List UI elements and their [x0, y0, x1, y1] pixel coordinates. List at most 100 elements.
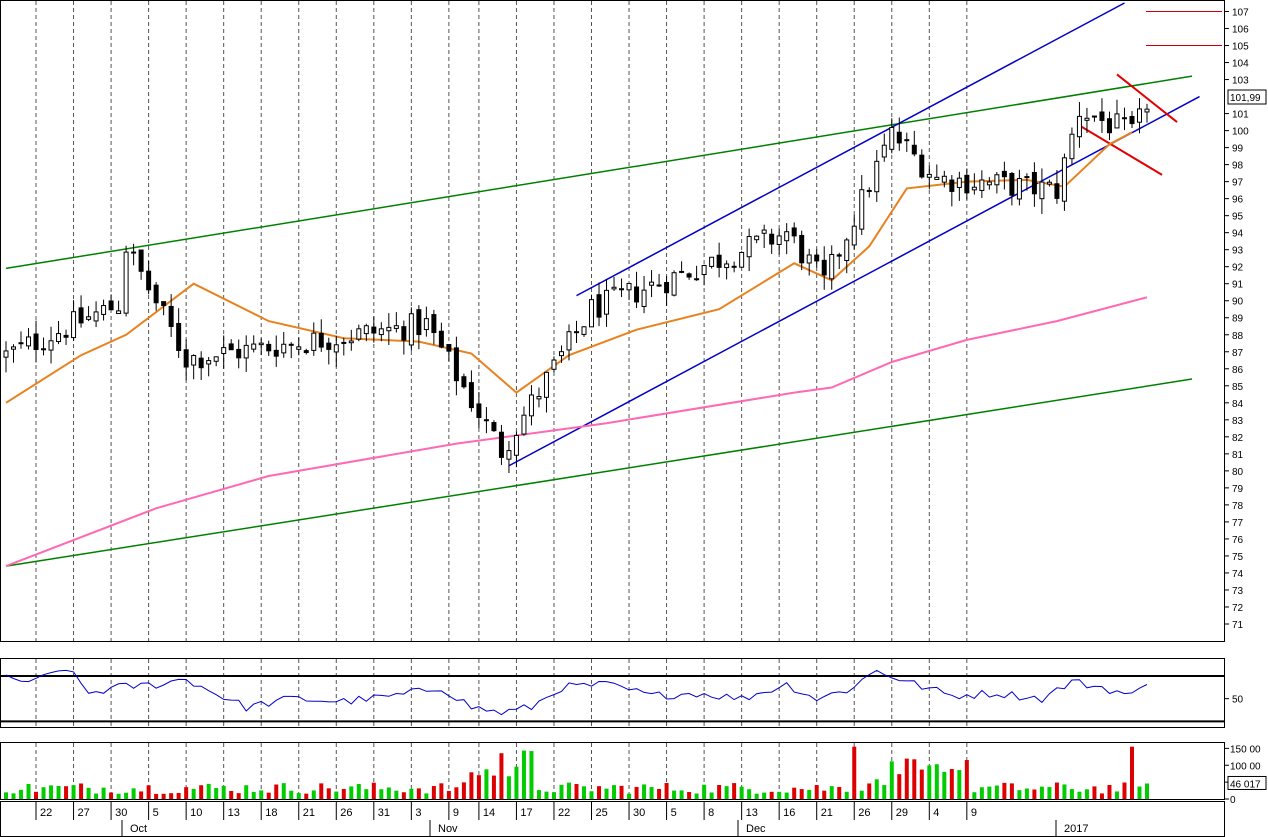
volume-bar: [672, 790, 677, 799]
volume-bar: [499, 753, 504, 799]
candle-body: [108, 300, 114, 311]
volume-bar: [1047, 787, 1052, 799]
volume-bar: [476, 775, 481, 799]
volume-bar: [642, 784, 647, 799]
volume-bar: [26, 783, 31, 799]
date-axis: [0, 801, 1225, 837]
candle-body: [844, 239, 850, 262]
volume-bar: [912, 759, 917, 799]
candle-body: [213, 356, 219, 362]
volume-bar: [349, 786, 354, 799]
volume-bar: [837, 786, 842, 799]
date-label: 30: [115, 807, 127, 819]
volume-bar: [769, 791, 774, 799]
candle-body: [63, 334, 69, 338]
candle-body: [251, 343, 257, 350]
candle-body: [664, 282, 670, 294]
candle-body: [791, 227, 797, 237]
volume-bar: [439, 783, 444, 799]
candle-body: [543, 371, 549, 398]
volume-bar: [1062, 784, 1067, 799]
price-tick-label: 81: [1232, 450, 1244, 461]
date-label: 29: [896, 807, 908, 819]
volume-bar: [1137, 786, 1142, 799]
candle-body: [41, 348, 47, 351]
volume-bar: [927, 765, 932, 799]
candle-body: [408, 313, 414, 346]
volume-bar: [529, 751, 534, 799]
volume-bar: [1084, 789, 1089, 799]
candle-body: [641, 289, 647, 307]
candle-body: [739, 251, 745, 268]
candle-body: [979, 179, 985, 191]
volume-bar: [867, 783, 872, 799]
last-price-label: 101,99: [1230, 93, 1261, 104]
volume-bar: [1092, 786, 1097, 799]
price-tick-label: 71: [1232, 620, 1244, 631]
date-label: 18: [265, 807, 277, 819]
last-price-badge: 101,99: [1227, 89, 1267, 105]
candle-body: [258, 342, 264, 346]
candle-body: [566, 331, 572, 351]
price-tick-label: 95: [1232, 212, 1244, 223]
candle-body: [318, 332, 324, 348]
candle-body: [1091, 115, 1097, 118]
date-label: 25: [596, 807, 608, 819]
candle-body: [649, 281, 655, 286]
volume-bar: [34, 791, 39, 799]
candle-body: [416, 309, 422, 336]
month-label: 2017: [1064, 823, 1088, 835]
candle-body: [761, 229, 767, 234]
volume-bar: [1054, 782, 1059, 799]
volume-bar: [814, 785, 819, 799]
candle-body: [71, 311, 77, 339]
candle-body: [333, 344, 339, 353]
candle-body: [483, 419, 489, 422]
volume-bar: [289, 790, 294, 799]
date-label: 31: [378, 807, 390, 819]
candle-body: [18, 342, 24, 345]
volume-bar: [972, 792, 977, 799]
volume-bar: [859, 790, 864, 799]
candle-body: [1106, 118, 1112, 134]
candle-body: [619, 288, 625, 291]
candle-body: [551, 359, 557, 370]
candle-body: [874, 160, 880, 193]
volume-bar: [304, 793, 309, 799]
candle-body: [686, 273, 692, 278]
price-tick-label: 106: [1232, 25, 1249, 36]
date-label: 9: [453, 807, 459, 819]
volume-bar: [687, 791, 692, 799]
candle-body: [431, 314, 437, 334]
candle-body: [1001, 170, 1007, 178]
volume-bar: [582, 786, 587, 799]
volume-bar: [244, 785, 249, 799]
volume-bar: [1099, 793, 1104, 799]
volume-bar: [446, 790, 451, 799]
candle-body: [311, 332, 317, 351]
candle-body: [934, 176, 940, 180]
volume-bar: [94, 793, 99, 799]
date-label: 13: [228, 807, 240, 819]
date-labels: 22 27 30 5 10 13 18 21 26 31 3 9 14 17 22 25 30 5 8 13 16 21 2…: [40, 807, 977, 819]
date-label: 5: [671, 807, 677, 819]
candle-body: [521, 414, 527, 435]
price-tick-label: 77: [1232, 518, 1244, 529]
volume-bar: [281, 783, 286, 799]
candle-body: [1009, 173, 1015, 196]
candle-body: [341, 341, 347, 344]
volume-bar: [161, 793, 166, 799]
oscillator: [1, 669, 1224, 723]
price-tick-label: 94: [1232, 229, 1244, 240]
volume-bar: [109, 792, 114, 799]
volume-bar: [1032, 789, 1037, 799]
candle-body: [859, 189, 865, 230]
volume-bar: [139, 791, 144, 799]
vertical-grid: [35, 1, 968, 820]
candle-body: [581, 326, 587, 335]
candle-body: [326, 342, 332, 350]
volume-bar: [904, 758, 909, 799]
volume-bar: [536, 790, 541, 799]
candle-body: [491, 422, 497, 432]
